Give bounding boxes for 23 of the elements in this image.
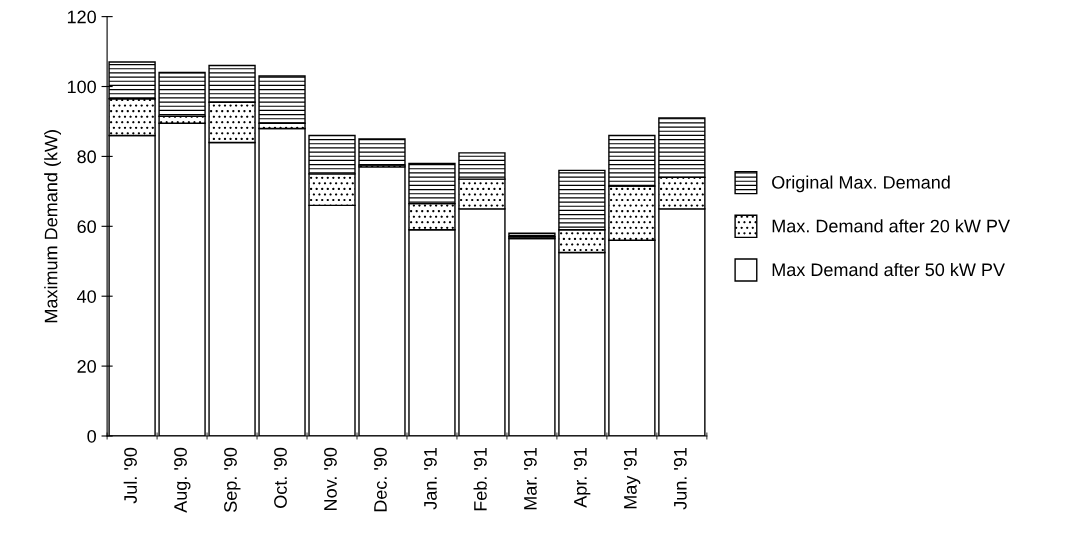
y-axis-title: Maximum Demand (kW) — [44, 130, 61, 323]
y-tick-label: 60 — [77, 220, 96, 234]
x-tick-label: Jan. '91 — [424, 447, 437, 510]
y-tick-label: 80 — [77, 150, 96, 164]
x-tick-label: Apr. '91 — [573, 447, 591, 508]
y-tick-label: 100 — [67, 80, 96, 94]
x-tick-label: Aug. '90 — [174, 447, 191, 513]
x-tick-label: Mar. '91 — [523, 447, 537, 510]
legend-label: Max Demand after 50 kW PV — [772, 262, 1005, 277]
legend-label: Max. Demand after 20 kW PV — [772, 219, 1010, 233]
x-tick-label: Feb. '91 — [473, 447, 487, 511]
x-tick-label: Dec. '90 — [374, 447, 387, 512]
y-tick-label: 0 — [87, 429, 96, 443]
x-tick-label: May '91 — [623, 447, 641, 509]
x-tick-label: Nov. '90 — [324, 447, 337, 510]
legend-label: Original Max. Demand — [772, 175, 950, 193]
y-tick-label: 40 — [77, 290, 96, 303]
x-tick-label: Oct. '90 — [274, 447, 287, 508]
x-tick-label: Jul. '90 — [123, 447, 137, 504]
y-tick-label: 20 — [77, 360, 96, 373]
x-tick-label: Jun. '91 — [673, 447, 687, 510]
x-tick-label: Sep. '90 — [224, 447, 241, 512]
y-tick-label: 120 — [67, 10, 96, 24]
